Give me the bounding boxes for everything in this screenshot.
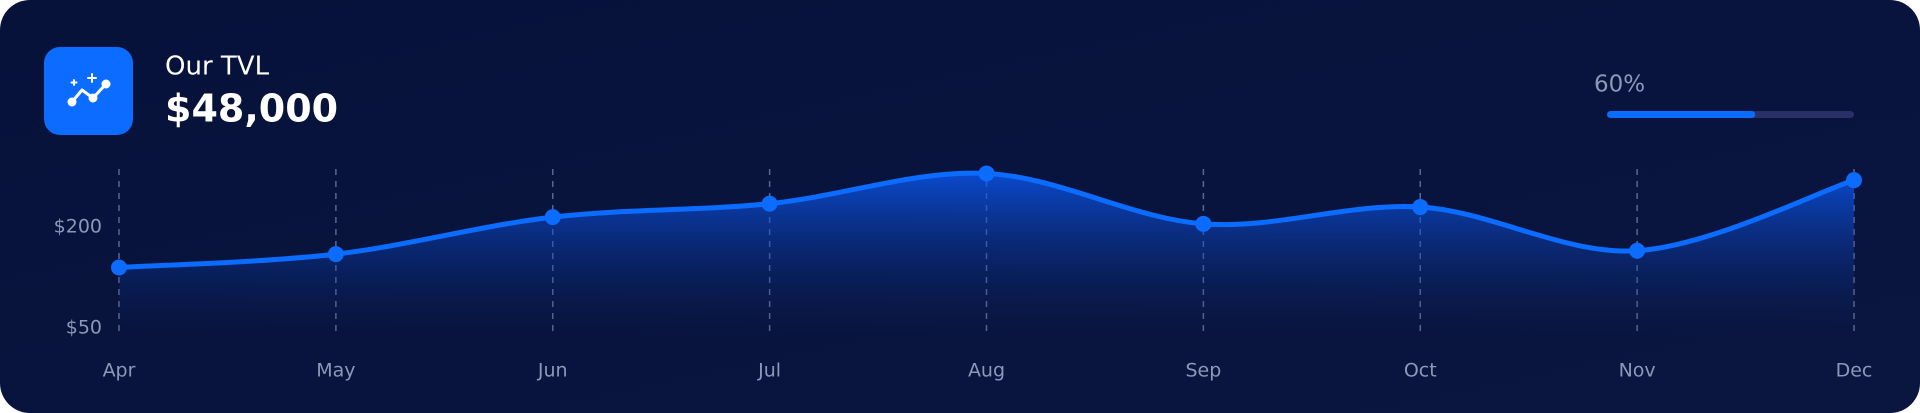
card-value: $48,000 xyxy=(165,87,338,131)
progress-label: 60% xyxy=(1594,72,1645,98)
point xyxy=(111,259,127,276)
x-tick-label: Oct xyxy=(1404,360,1437,382)
x-tick-label: Nov xyxy=(1619,360,1656,382)
x-tick-label: May xyxy=(316,360,355,382)
x-tick-label: Aug xyxy=(968,360,1005,382)
point xyxy=(1629,242,1646,259)
point xyxy=(544,209,561,226)
progress-fill xyxy=(1607,111,1756,118)
y-tick-label: $200 xyxy=(54,216,102,238)
x-tick-label: Apr xyxy=(103,360,136,382)
x-tick-label: Dec xyxy=(1836,360,1873,382)
icon-box xyxy=(44,47,133,135)
point xyxy=(1195,215,1212,232)
point xyxy=(761,195,778,212)
point xyxy=(1846,172,1862,189)
card-title: Our TVL xyxy=(165,52,270,82)
x-tick-label: Jun xyxy=(537,360,568,382)
x-tick-label: Sep xyxy=(1185,360,1221,382)
point xyxy=(978,165,995,182)
point xyxy=(327,246,344,263)
icon xyxy=(67,73,111,107)
y-tick-label: $50 xyxy=(66,317,102,339)
point xyxy=(1412,199,1429,216)
x-tick-label: Jul xyxy=(757,360,781,382)
